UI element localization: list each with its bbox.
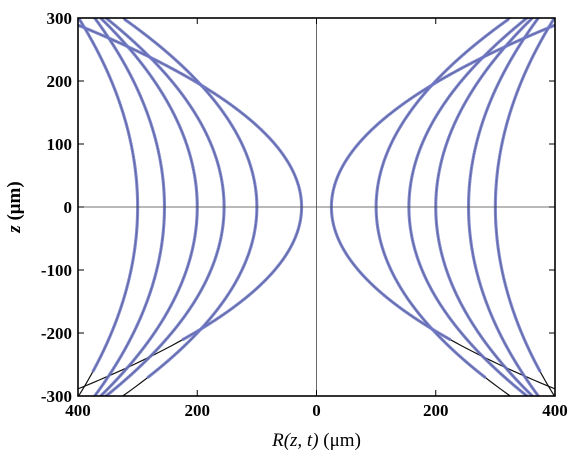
x-tick-label: 0 (312, 401, 321, 420)
y-tick-label: -300 (41, 387, 72, 406)
data-points (493, 18, 555, 373)
x-axis-label-unit: (μm) (319, 430, 361, 451)
data-points (78, 23, 304, 341)
x-tick-label: 200 (185, 401, 211, 420)
data-series-left-2 (122, 18, 259, 379)
data-points (78, 18, 140, 373)
data-points (374, 18, 511, 379)
y-tick-label: 0 (64, 198, 73, 217)
data-series-right-1 (329, 23, 555, 341)
zero-lines (78, 18, 555, 396)
y-tick-label: -200 (41, 324, 72, 343)
data-series-right-2 (374, 18, 511, 379)
data-series-left-1 (78, 23, 304, 341)
y-axis-label: z (μm) (4, 181, 25, 233)
x-tick-label: 400 (542, 401, 568, 420)
x-tick-label: 400 (65, 401, 91, 420)
y-tick-label: 200 (47, 72, 73, 91)
y-tick-label: 100 (47, 135, 73, 154)
ticks-layer (77, 17, 556, 397)
labels-layer: 400 200 0 200 400 300 200 100 0 -100 -200 -300 (41, 9, 568, 420)
x-tick-label: 200 (423, 401, 449, 420)
x-axis-label-args: (z, t) (284, 430, 319, 451)
y-tick-label: -100 (41, 261, 72, 280)
y-tick-label: 300 (47, 9, 73, 28)
data-series-right-6 (493, 18, 555, 373)
x-axis-label-main: R (271, 430, 284, 451)
data-points (329, 23, 555, 341)
x-axis-label: R(z, t) (μm) (271, 430, 361, 451)
y-axis-label-unit: (μm) (4, 181, 25, 225)
data-series-left-6 (78, 18, 140, 373)
y-axis-label-main: z (4, 225, 25, 234)
data-points (122, 18, 259, 379)
